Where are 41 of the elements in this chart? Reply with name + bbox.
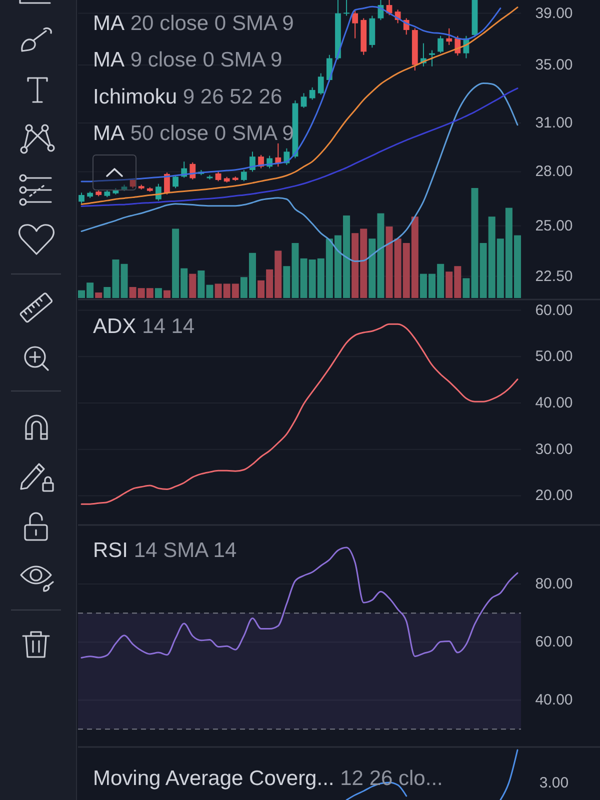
line-series — [80, 82, 518, 262]
text: RSI 14 SMA 14 — [93, 538, 237, 562]
candlestick — [344, 0, 350, 16]
candlestick — [156, 183, 162, 202]
candlestick — [300, 92, 307, 108]
text: 3.00 — [539, 774, 569, 792]
candlestick — [446, 28, 452, 46]
annotation: MA 9 close 0 SMA 9 — [93, 48, 282, 72]
candlestick — [309, 86, 316, 100]
y-tick-label: 31.00 — [535, 114, 573, 132]
y-tick-label: 25.00 — [535, 217, 573, 234]
y-tick-label: 22.50 — [535, 268, 573, 285]
y-tick-label: 60.00 — [535, 302, 573, 319]
bar — [163, 290, 170, 298]
y-tick-label: 80.00 — [535, 576, 573, 593]
annotation: Ichimoku 9 26 52 26 — [93, 84, 282, 108]
y-tick-label: 50.00 — [535, 348, 573, 366]
candlestick — [318, 72, 324, 96]
candlestick — [240, 170, 247, 182]
candlestick — [352, 10, 358, 39]
bar — [189, 274, 196, 298]
candlestick — [438, 35, 444, 54]
y-tick-label: 40.00 — [535, 394, 573, 412]
candlestick — [78, 192, 84, 204]
line-series — [80, 6, 518, 205]
candlestick — [429, 50, 435, 67]
annotation: MA 20 close 0 SMA 9 — [93, 12, 294, 34]
y-tick-label: 35.00 — [535, 56, 573, 74]
y-tick-label: 60.00 — [535, 634, 573, 651]
candlestick — [215, 171, 222, 182]
y-tick-label: 20.00 — [535, 487, 573, 504]
y-tick-label: 30.00 — [535, 440, 573, 458]
bar — [95, 292, 102, 298]
y-tick-label: 28.00 — [535, 163, 573, 180]
y-tick-label: 40.00 — [535, 692, 573, 709]
y-tick-label: 39.00 — [535, 4, 573, 22]
candlestick — [250, 151, 256, 172]
text: ADX 14 14 — [93, 314, 195, 338]
candlestick — [172, 174, 178, 189]
bar — [154, 288, 162, 298]
line-series — [80, 88, 518, 207]
